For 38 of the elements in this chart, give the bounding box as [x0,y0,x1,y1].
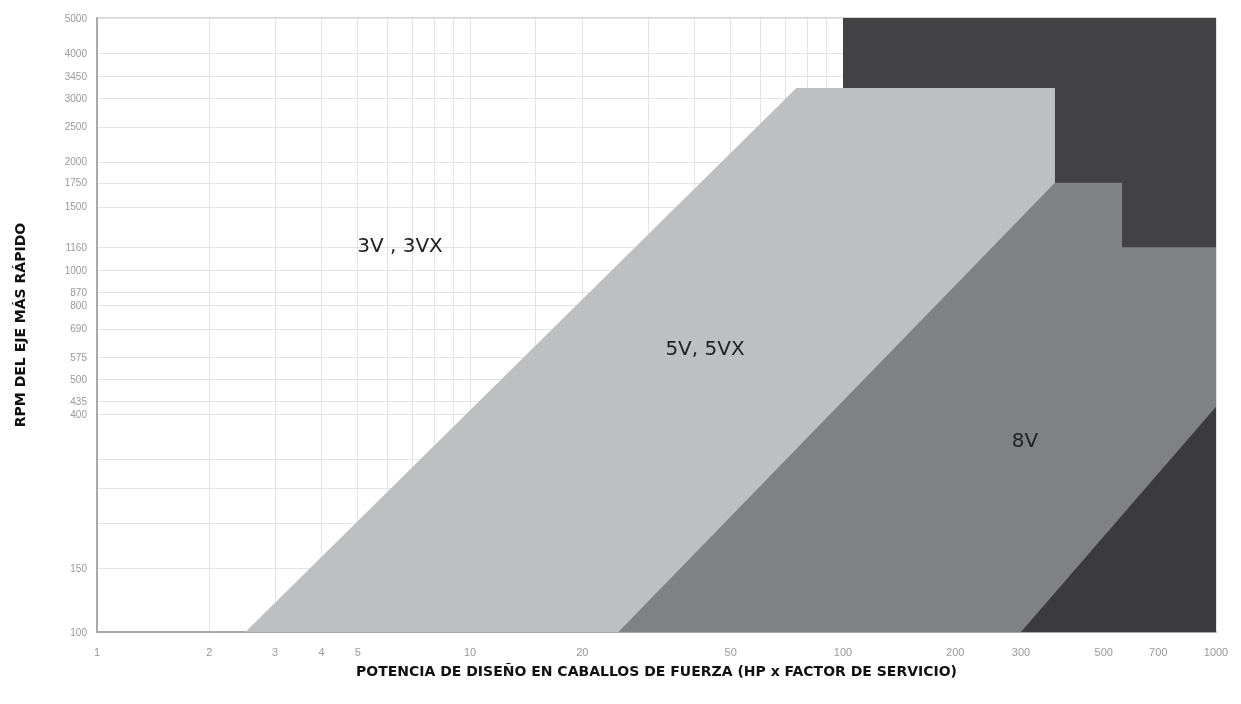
y-tick-label: 400 [70,408,88,420]
x-tick-label: 100 [833,645,853,658]
y-tick-label: 435 [70,395,88,407]
annotation: 5V, 5VX [665,336,745,360]
y-tick-label: 1160 [65,241,88,253]
x-tick-label: 1000 [1203,645,1229,658]
x-tick-label: 50 [724,645,737,658]
x-tick-label: 3 [271,645,279,658]
x-tick-label: 20 [576,645,589,658]
x-tick-label: 5 [354,645,361,658]
y-tick-label: 2500 [64,121,88,133]
x-axis-title: POTENCIA DE DISEÑO EN CABALLOS DE FUERZA (HP x FACTOR DE SERVICIO) [355,663,958,679]
y-tick-label: 870 [70,286,88,298]
annotation: 3V , 3VX [357,233,444,257]
y-tick-label: 2000 [64,156,88,168]
y-tick-label: 4000 [64,47,88,59]
annotation: 8V [1011,428,1039,452]
x-tick-label: 1 [93,645,101,658]
y-tick-label: 1750 [64,177,88,189]
y-tick-label: 1000 [64,265,88,277]
y-tick-label: 3000 [64,92,88,104]
y-tick-label: 3450 [64,70,88,82]
y-tick-label: 1500 [64,201,88,213]
y-tick-label: 5000 [64,12,88,24]
x-tick-label: 300 [1011,645,1031,658]
y-tick-label: 150 [70,562,88,574]
x-tick-label: 700 [1149,645,1168,658]
y-tick-label: 575 [70,351,88,363]
y-tick-label: 100 [70,626,88,638]
x-tick-label: 500 [1094,645,1113,658]
y-tick-label: 690 [70,323,88,335]
x-tick-label: 10 [463,645,477,658]
x-tick-label: 200 [946,645,965,658]
y-tick-label: 500 [70,373,88,385]
y-axis-title: RPM DEL EJE MÁS RÁPIDO [12,222,28,428]
x-tick-label: 4 [318,645,325,658]
y-tick-label: 800 [70,300,88,312]
x-tick-label: 2 [206,645,213,658]
